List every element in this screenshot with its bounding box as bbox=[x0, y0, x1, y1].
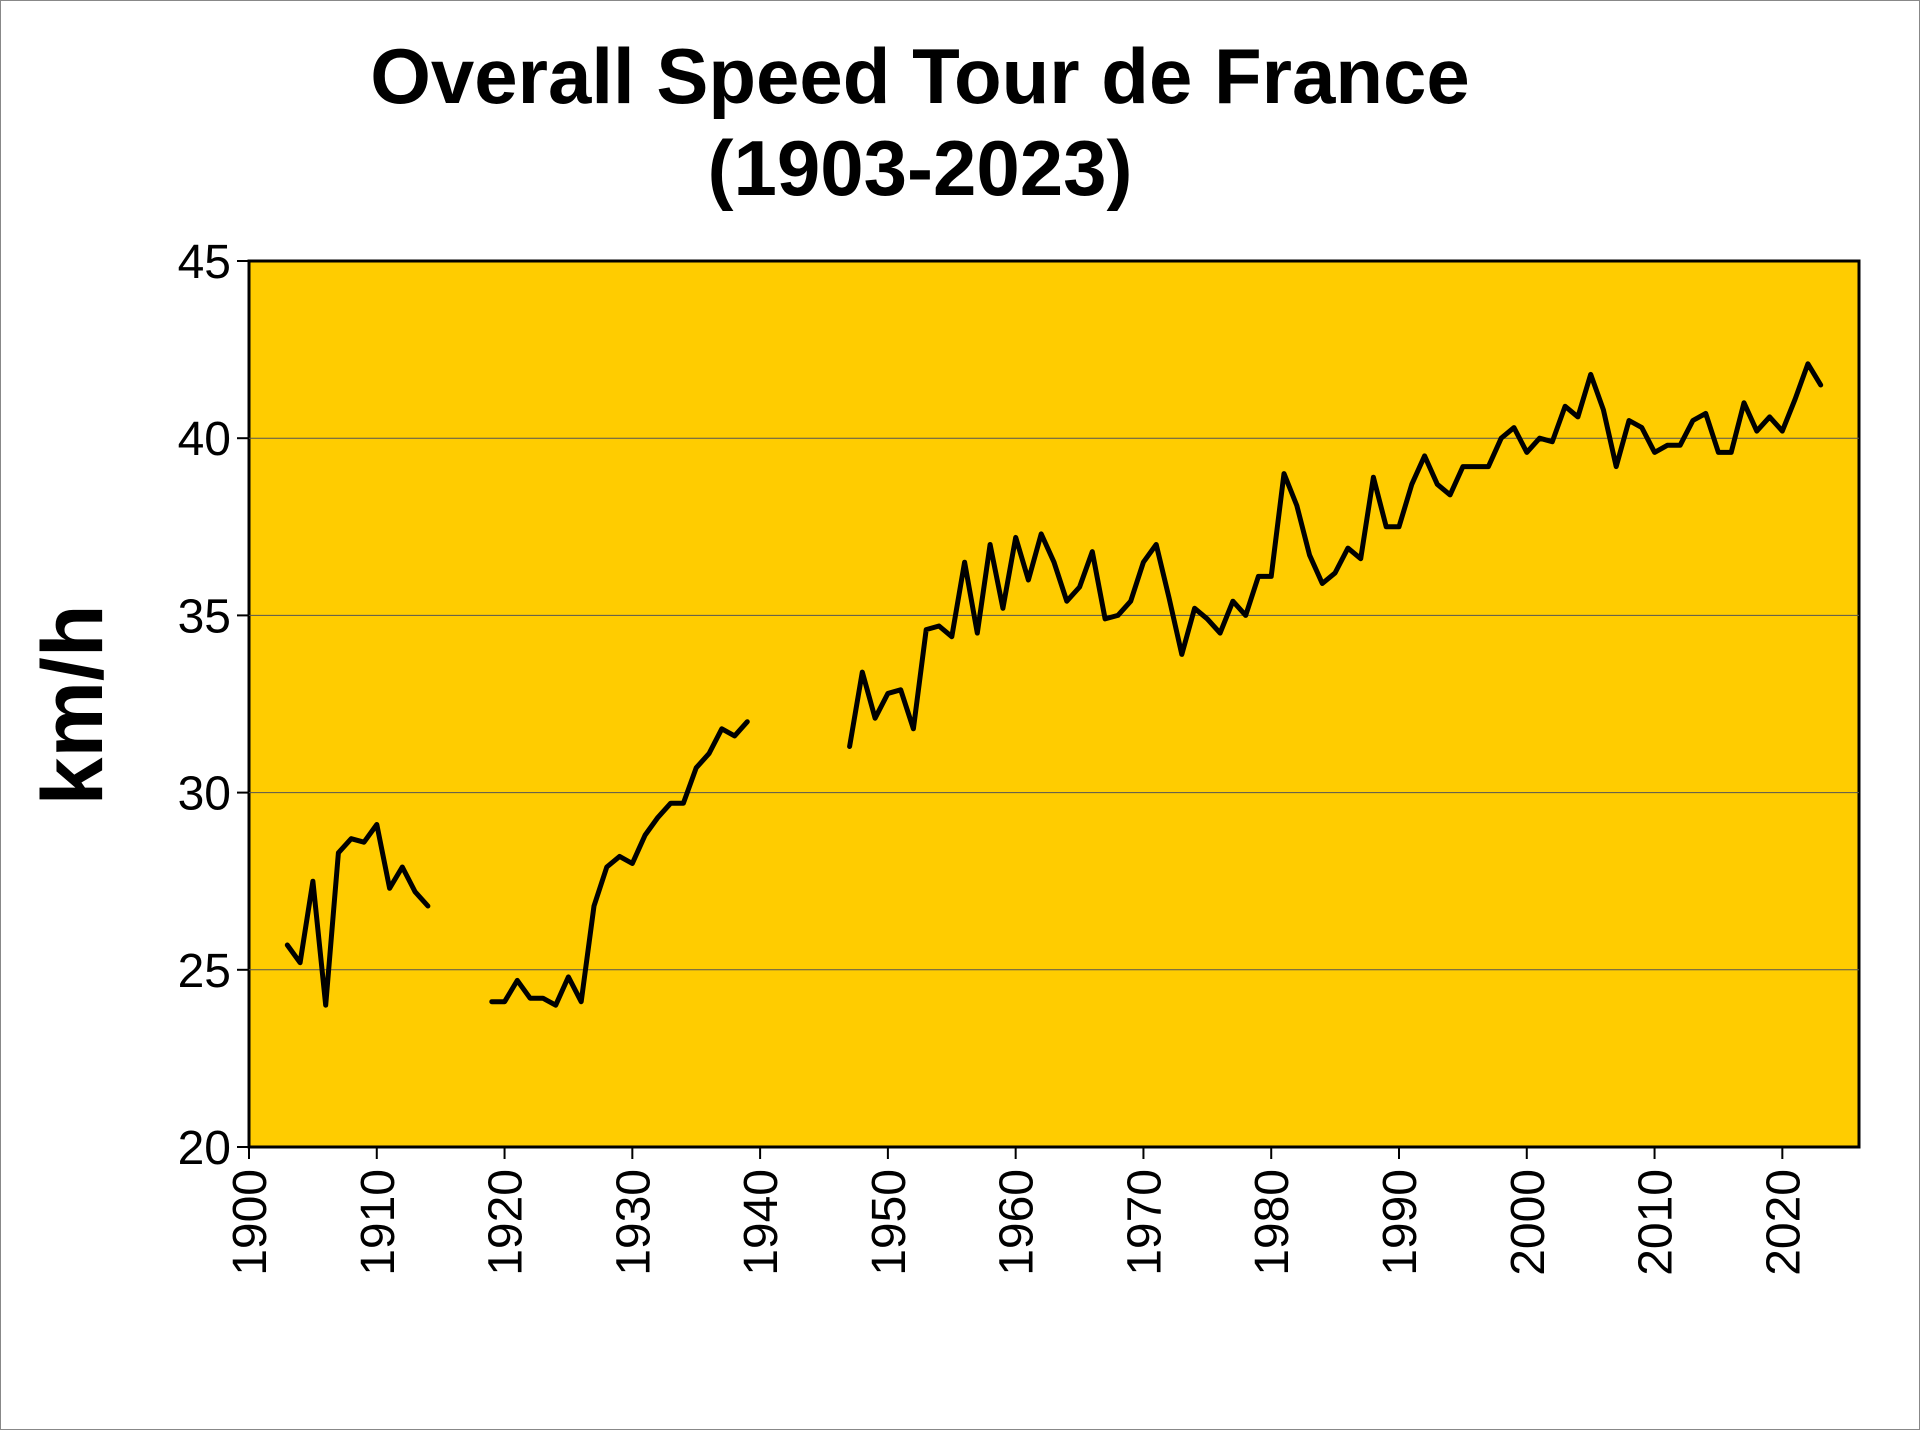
x-axis: 1900 1910 1920 1930 1940 1950 1960 1970 1980 1990… bbox=[224, 1147, 1810, 1276]
x-tick-label: 1960 bbox=[991, 1169, 1044, 1276]
series-line-segment-1 bbox=[284, 822, 431, 1008]
x-tick-label: 2010 bbox=[1630, 1169, 1683, 1276]
y-tick-label: 30 bbox=[178, 768, 231, 821]
x-tick-label: 2000 bbox=[1502, 1169, 1555, 1276]
series-lines bbox=[284, 361, 1824, 1008]
y-tick-label: 25 bbox=[178, 945, 231, 998]
series-line-segment-3 bbox=[847, 361, 1824, 749]
chart-title-line-1: Overall Speed Tour de France bbox=[370, 32, 1470, 120]
y-tick-label: 20 bbox=[178, 1122, 231, 1175]
series-line-segment-2 bbox=[489, 719, 750, 1008]
x-tick-label: 1920 bbox=[480, 1169, 533, 1276]
x-tick-label: 1990 bbox=[1374, 1169, 1427, 1276]
x-tick-label: 1980 bbox=[1246, 1169, 1299, 1276]
y-tick-label: 45 bbox=[178, 236, 231, 289]
x-tick-label: 1970 bbox=[1118, 1169, 1171, 1276]
chart-title: Overall Speed Tour de France (1903-2023) bbox=[0, 30, 1840, 214]
y-tick-label: 40 bbox=[178, 413, 231, 466]
plot-area bbox=[247, 259, 1861, 1149]
x-tick-label: 1910 bbox=[352, 1169, 405, 1276]
x-tick-label: 1930 bbox=[607, 1169, 660, 1276]
x-tick-label: 2020 bbox=[1757, 1169, 1810, 1276]
x-tick-label: 1940 bbox=[735, 1169, 788, 1276]
y-tick-label: 35 bbox=[178, 590, 231, 643]
y-axis: 20 25 30 35 40 45 bbox=[178, 236, 249, 1175]
gridlines bbox=[249, 437, 1859, 971]
x-tick-label: 1900 bbox=[224, 1169, 277, 1276]
chart-title-line-2: (1903-2023) bbox=[707, 124, 1133, 212]
y-axis-label: km/h bbox=[25, 605, 121, 806]
x-tick-label: 1950 bbox=[863, 1169, 916, 1276]
